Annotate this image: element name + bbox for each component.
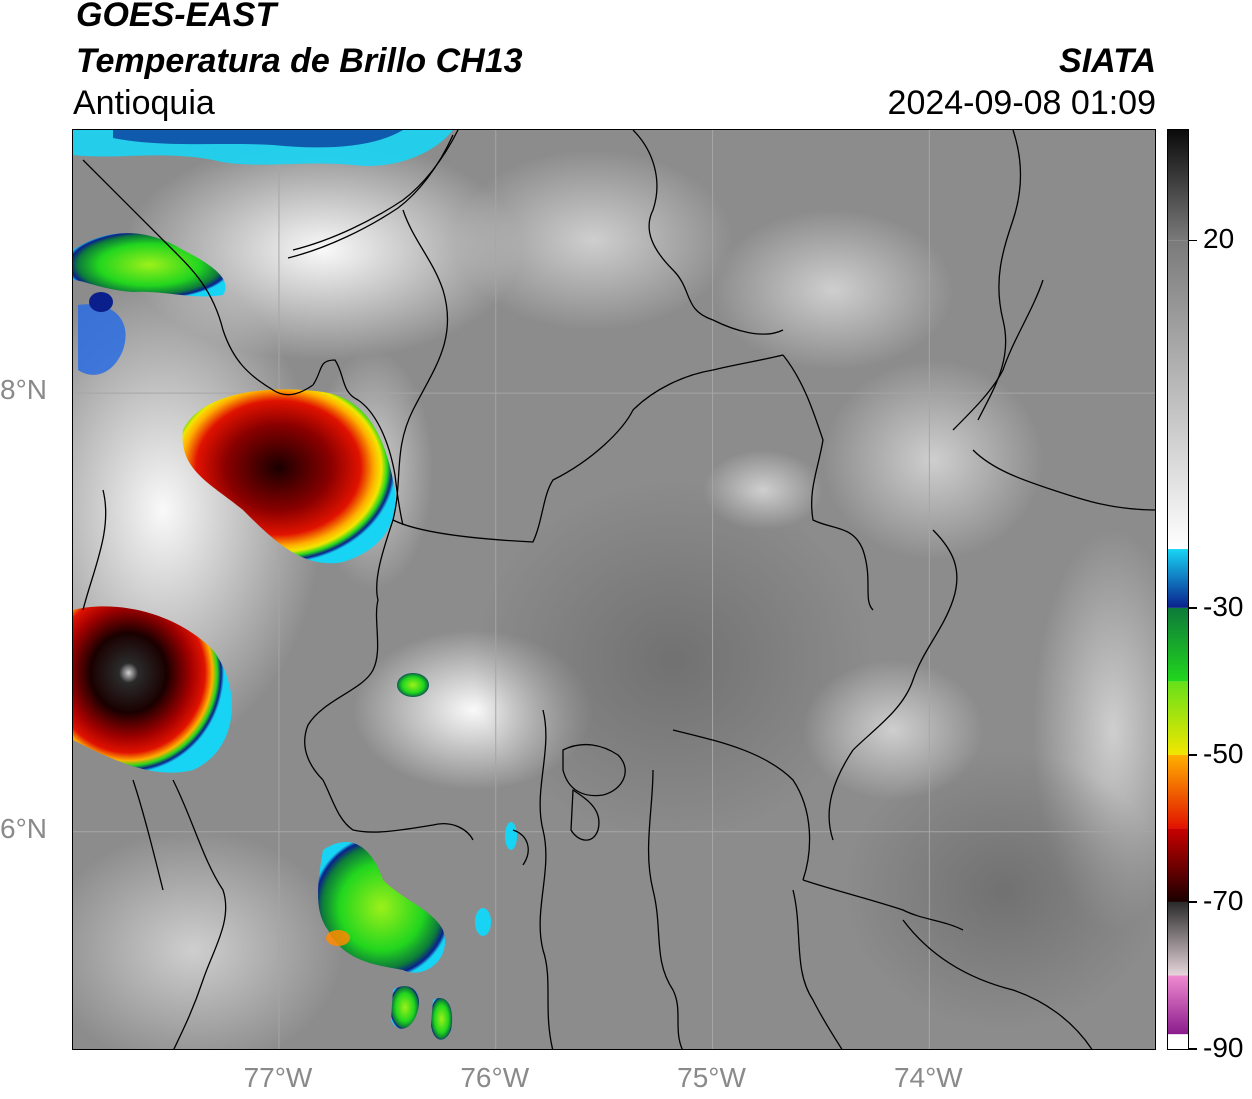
colorbar-segment bbox=[1168, 681, 1188, 755]
timestamp-label: 2024-09-08 01:09 bbox=[887, 84, 1156, 122]
lon-label: 77°W bbox=[243, 1062, 313, 1093]
colorbar-segment bbox=[1168, 130, 1188, 241]
organization-label: SIATA bbox=[1059, 42, 1156, 80]
colorbar-tick-mark bbox=[1189, 607, 1197, 609]
lon-label: 75°W bbox=[677, 1062, 746, 1093]
colorbar-segment bbox=[1168, 1034, 1188, 1049]
region-label: Antioquia bbox=[73, 84, 215, 122]
colorbar-tick-mark bbox=[1189, 1048, 1197, 1050]
colorbar-tick-label: -70 bbox=[1203, 884, 1244, 916]
product-title: Temperatura de Brillo CH13 bbox=[76, 42, 523, 80]
colorbar-tick-label: -50 bbox=[1203, 737, 1244, 769]
colorbar-tick-label: -30 bbox=[1203, 590, 1244, 622]
colorbar-tick-label: 20 bbox=[1203, 223, 1235, 255]
lon-label: 76°W bbox=[460, 1062, 530, 1093]
satellite-title: GOES-EAST bbox=[76, 0, 277, 34]
colorbar-segment bbox=[1168, 607, 1188, 682]
boundaries bbox=[82, 130, 1155, 1049]
colorbar bbox=[1167, 129, 1189, 1050]
colorbar-segment bbox=[1168, 754, 1188, 829]
colorbar-segment bbox=[1168, 240, 1188, 550]
colorbar-gradient bbox=[1168, 130, 1188, 1049]
lat-label: 8°N bbox=[0, 374, 47, 406]
cloud-field bbox=[73, 140, 1155, 1049]
satellite-map bbox=[73, 130, 1155, 1049]
map-panel bbox=[72, 129, 1156, 1050]
colorbar-tick-label: -90 bbox=[1203, 1032, 1244, 1063]
colorbar-tick-mark bbox=[1189, 754, 1197, 756]
lat-label: 6°N bbox=[0, 812, 47, 844]
colorbar-tick-mark bbox=[1189, 239, 1197, 242]
colorbar-segment bbox=[1168, 549, 1188, 608]
cold-cloud-tops bbox=[73, 130, 517, 1040]
lon-label: 74°W bbox=[893, 1062, 963, 1093]
colorbar-tick-mark bbox=[1189, 901, 1197, 903]
colorbar-segment bbox=[1168, 828, 1188, 902]
colorbar-segment bbox=[1168, 901, 1188, 976]
colorbar-segment bbox=[1168, 975, 1188, 1035]
